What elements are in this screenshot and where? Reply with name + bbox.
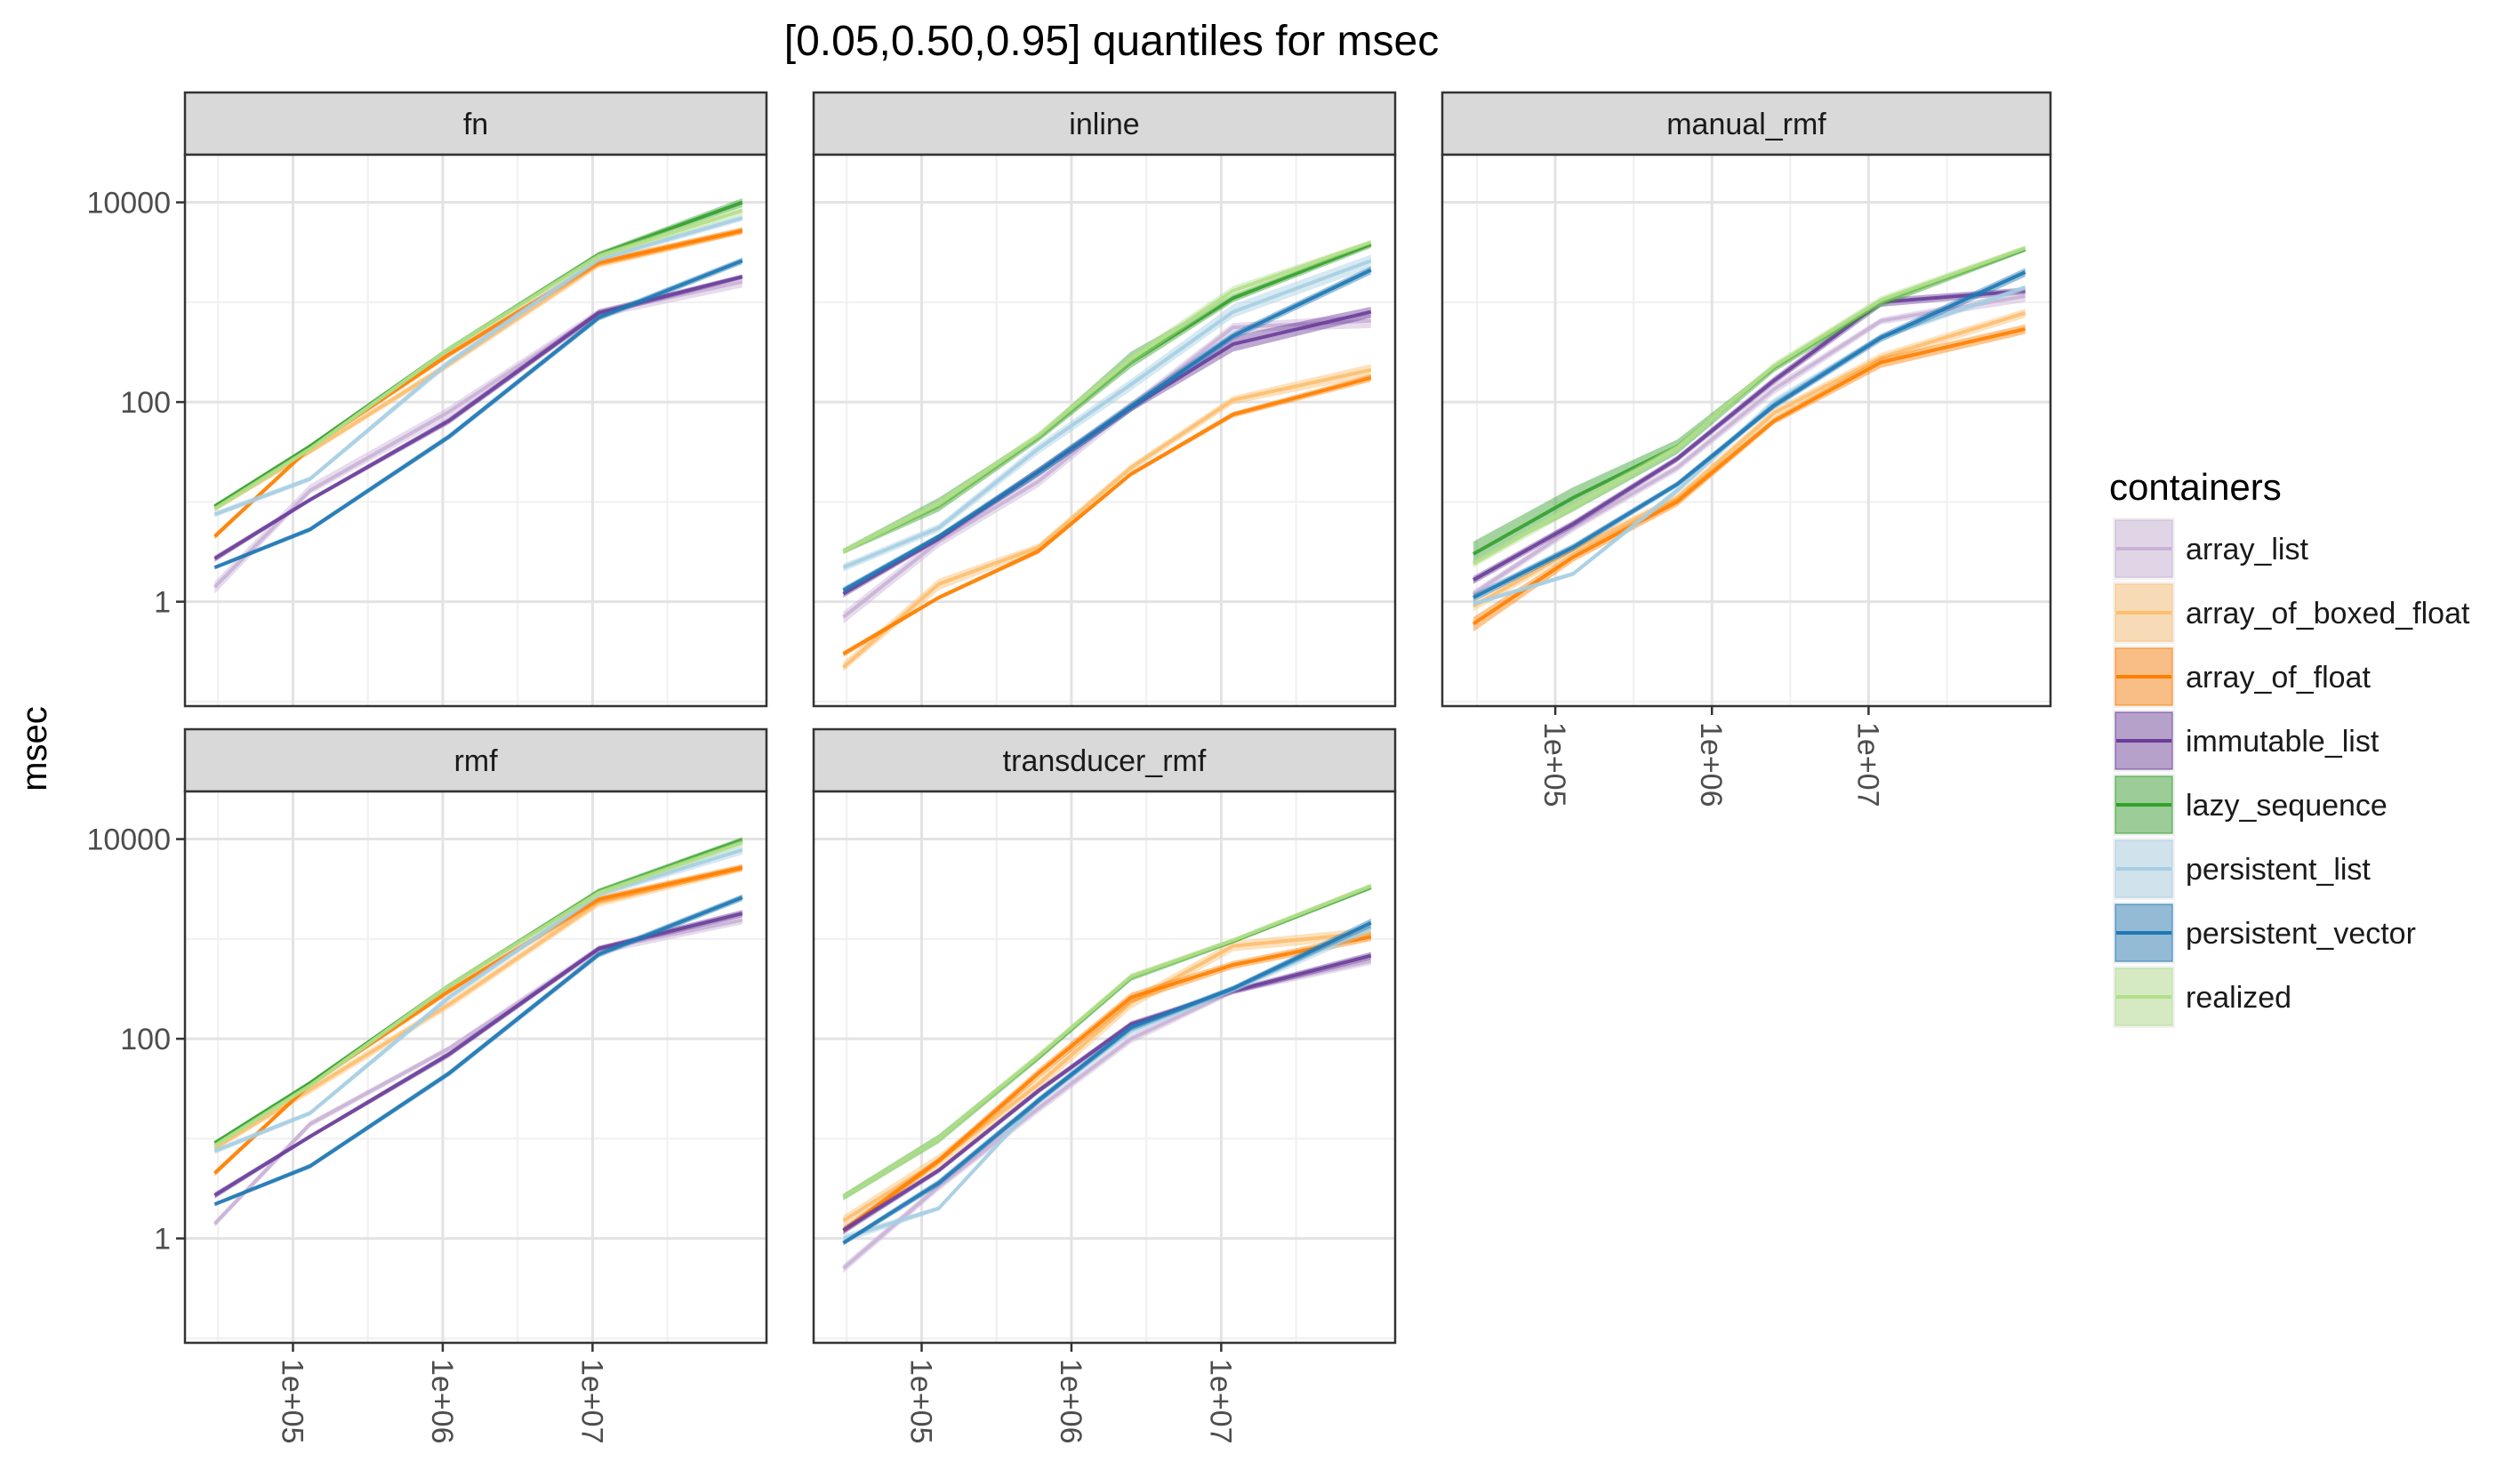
line-persistent_list (213, 847, 743, 1153)
line-realized (213, 840, 743, 1147)
y-tick-label: 100 (120, 1023, 171, 1056)
ribbon-realized (843, 883, 1371, 1201)
facet-fn: fn 1 100 10000 (86, 91, 768, 708)
facet-strip (812, 727, 1397, 793)
facet-strip (183, 91, 768, 157)
x-tick-label: 1e+05 (275, 1359, 309, 1444)
legend-item-persistent_list: persistent_list (2113, 838, 2371, 900)
line-array_of_float (213, 865, 743, 1175)
line-array_of_boxed_float (842, 367, 1372, 669)
panel-background (814, 791, 1395, 1343)
line-array_of_float (213, 229, 743, 538)
chart-title: [0.05,0.50,0.95] quantiles for msec (784, 18, 1439, 65)
legend-item-array_list: array_list (2113, 518, 2308, 580)
x-tick-label: 1e+06 (425, 1359, 459, 1444)
line-persistent_list (213, 216, 743, 517)
y-tick-label: 10000 (86, 823, 171, 857)
ribbon-realized (1473, 245, 2026, 568)
legend-item-realized: realized (2113, 966, 2291, 1028)
line-persistent_vector (842, 920, 1372, 1245)
panel-background (185, 791, 766, 1343)
legend-label: immutable_list (2186, 725, 2380, 759)
line-persistent_vector (213, 896, 743, 1207)
legend-label: array_of_float (2186, 661, 2371, 695)
line-persistent_vector (842, 268, 1372, 592)
legend-item-persistent_vector: persistent_vector (2113, 902, 2416, 964)
facet-title: fn (463, 108, 488, 141)
legend-item-lazy_sequence: lazy_sequence (2113, 774, 2388, 836)
line-persistent_vector (213, 259, 743, 570)
facet-manual_rmf: manual_rmf 1e+05 1e+06 1e+07 (1441, 91, 2052, 807)
line-immutable_list (213, 275, 743, 560)
facet-title: manual_rmf (1666, 108, 1826, 141)
panel-border (1441, 153, 2052, 708)
line-immutable_list (842, 953, 1372, 1233)
line-array_of_boxed_float (213, 866, 743, 1150)
facet-panels: fn 1 100 10000 inline manual_rmf 1e+05 1e+06 1e+… (86, 91, 2052, 1444)
x-tick-label: 1e+07 (574, 1359, 608, 1444)
y-tick-label: 1 (154, 1223, 171, 1257)
facet-title: rmf (453, 744, 498, 778)
legend-label: array_of_boxed_float (2186, 597, 2470, 631)
facet-title: transducer_rmf (1003, 744, 1207, 778)
line-realized (1472, 245, 2026, 566)
facet-title: inline (1069, 108, 1139, 141)
legend: containers array_list array_of_boxed_float… (2109, 466, 2470, 1028)
legend-label: persistent_vector (2186, 917, 2416, 951)
line-realized (842, 240, 1372, 553)
legend-item-array_of_float: array_of_float (2113, 646, 2371, 708)
ribbon-lazy_sequence (843, 242, 1371, 554)
ribbon-persistent_vector (843, 918, 1371, 1246)
line-lazy_sequence (842, 242, 1372, 553)
facet-inline: inline (812, 91, 1397, 708)
line-realized (213, 208, 743, 510)
line-array_of_float (842, 375, 1372, 656)
x-tick-label: 1e+07 (1203, 1359, 1237, 1444)
line-array_list (1472, 294, 2026, 596)
legend-label: persistent_list (2186, 853, 2371, 887)
line-array_of_float (842, 935, 1372, 1233)
y-axis-label: msec (15, 706, 54, 791)
line-persistent_list (842, 259, 1372, 570)
legend-label: realized (2186, 981, 2291, 1015)
panel-border (183, 790, 768, 1345)
facet-rmf: rmf 1 100 10000 1e+05 1e+06 1e+07 (86, 727, 768, 1444)
panel-border (812, 790, 1397, 1345)
legend-item-array_of_boxed_float: array_of_boxed_float (2113, 582, 2470, 644)
x-tick-label: 1e+06 (1054, 1359, 1087, 1444)
panel-border (812, 153, 1397, 708)
legend-label: array_list (2186, 533, 2308, 566)
ribbon-persistent_list (843, 922, 1371, 1243)
facet-transducer_rmf: transducer_rmf 1e+05 1e+06 1e+07 (812, 727, 1397, 1444)
x-tick-label: 1e+05 (903, 1359, 937, 1444)
line-immutable_list (1472, 289, 2026, 582)
line-realized (842, 884, 1372, 1199)
x-tick-label: 1e+06 (1694, 722, 1728, 807)
panel-border (183, 153, 768, 708)
line-array_of_float (1472, 326, 2026, 626)
ribbon-realized (843, 239, 1371, 554)
x-tick-label: 1e+05 (1537, 722, 1571, 807)
y-tick-label: 100 (120, 386, 171, 420)
legend-item-immutable_list: immutable_list (2113, 710, 2380, 772)
x-tick-label: 1e+07 (1850, 722, 1884, 807)
facet-strip (812, 91, 1397, 157)
y-tick-label: 1 (154, 586, 171, 620)
ribbon-persistent_list (843, 254, 1371, 572)
line-persistent_vector (1473, 270, 2026, 599)
y-tick-label: 10000 (86, 187, 171, 221)
line-array_of_boxed_float (1472, 310, 2026, 608)
legend-label: lazy_sequence (2186, 789, 2388, 823)
legend-title: containers (2109, 466, 2282, 508)
